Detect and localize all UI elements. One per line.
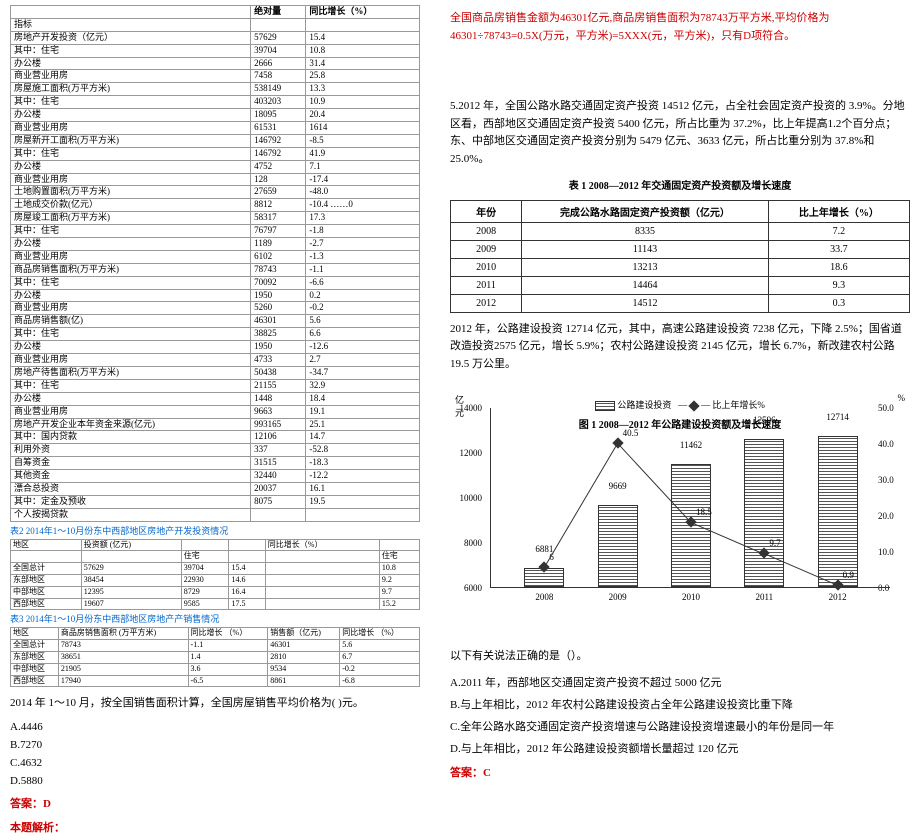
table2-caption: 表2 2014年1～10月份东中西部地区房地产开发投资情况 [10,524,420,537]
table1: 绝对量同比增长（%） 指标房地产开发投资（亿元）5762915.4其中：住宅39… [10,5,420,522]
bar-line-chart: 亿元 % 14000120001000080006000 50.040.030.… [450,398,910,638]
option: C.全年公路水路交通固定资产投资增速与公路建设投资增速最小的年份是同一年 [450,718,910,734]
q5-text1: 5.2012 年，全国公路水路交通固定资产投资 14512 亿元，占全社会固定资… [450,98,910,168]
option: D.与上年相比，2012 年公路建设投资额增长量超过 120 亿元 [450,740,910,756]
option: B.与上年相比，2012 年农村公路建设投资占全年公路建设投资比重下降 [450,696,910,712]
q5-text2: 2012 年，公路建设投资 12714 亿元，其中，高速公路建设投资 7238 … [450,321,910,374]
analysis-text: 全国商品房销售金额为46301亿元,商品房销售面积为78743万平方米,平均价格… [450,10,910,45]
question-text: 2014 年 1～10 月，按全国销售面积计算，全国房屋销售平均价格为( )元。 [10,695,420,713]
table3: 地区商品房销售面积 (万平方米)同比增长 （%）销售额（亿元)同比增长 （%）全… [10,627,420,687]
q5-answer: 答案：C [450,764,910,780]
y-unit-right: % [898,393,906,403]
q5-table: 年份完成公路水路固定资产投资额（亿元）比上年增长（%） 200883357.22… [450,200,910,313]
table2: 地区投资额 (亿元)同比增长（%）住宅住宅全国总计576293970415.41… [10,539,420,611]
analysis-title: 本题解析： [10,819,420,835]
table3-caption: 表3 2014年1～10月份东中西部地区房地产产销售情况 [10,612,420,625]
option: A.4446 [10,721,420,733]
option: C.4632 [10,757,420,769]
option: D.5880 [10,775,420,787]
answer: 答案：D [10,795,420,811]
option: B.7270 [10,739,420,751]
right-column: 全国商品房销售金额为46301亿元,商品房销售面积为78743万平方米,平均价格… [430,0,920,840]
left-column: 绝对量同比增长（%） 指标房地产开发投资（亿元）5762915.4其中：住宅39… [0,0,430,840]
option: A.2011 年，西部地区交通固定资产投资不超过 5000 亿元 [450,674,910,690]
chart-table-caption: 表 1 2008—2012 年交通固定资产投资额及增长速度 [450,177,910,192]
